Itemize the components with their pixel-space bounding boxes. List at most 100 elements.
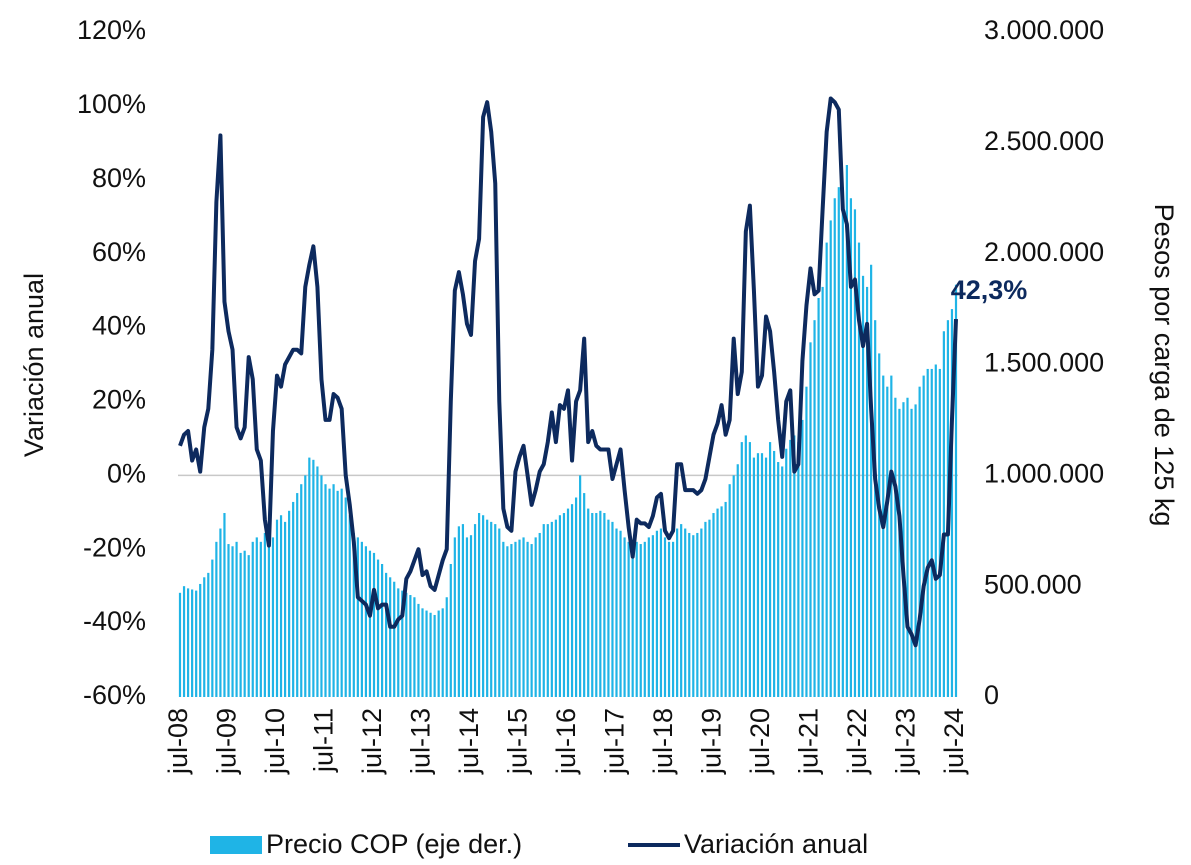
bar [918,386,921,697]
bar [865,286,869,697]
y2-tick-label: 3.000.000 [984,15,1104,45]
bar [263,532,266,697]
bar [510,544,513,697]
bar [934,364,937,697]
bar [720,506,723,697]
y2-axis-title: Pesos por carga de 125 kg [1149,204,1179,527]
y2-tick-label: 1.000.000 [984,458,1104,488]
bar [700,528,703,697]
bar [659,528,663,697]
bar [312,459,315,697]
bar [894,397,897,697]
bar [328,488,331,697]
bar [914,404,917,697]
x-tick-label: jul-12 [357,708,387,775]
x-tick-label: jul-17 [600,708,630,775]
bar [393,581,396,697]
y2-tick-label: 500.000 [984,569,1082,599]
bar [821,286,824,697]
bar [300,484,303,697]
bar [619,530,622,697]
bar [930,368,933,697]
bar [716,508,719,697]
bar [235,541,238,697]
bar [207,572,210,697]
bar [469,535,473,697]
legend-swatch [210,836,262,854]
bar [182,586,186,697]
bar [797,442,800,697]
bar [890,375,893,697]
bar [829,220,832,697]
bar [191,589,194,697]
bar [732,475,735,697]
bar [789,439,792,697]
y-tick-label: 120% [77,15,146,45]
bar [906,397,909,697]
bar [853,209,857,698]
bar [607,519,610,697]
bar [376,559,380,697]
bar [215,541,218,697]
bar [841,187,844,697]
bar [203,577,206,697]
bar [680,524,683,697]
bar [494,524,497,697]
bar [461,524,465,697]
bar [405,592,408,697]
bar [756,453,760,697]
bar [579,475,582,697]
bar [950,309,954,697]
bar [760,453,764,697]
bar [574,497,578,697]
x-tick-label: jul-18 [648,708,678,775]
bar [623,537,626,697]
bar [781,466,784,697]
x-tick-label: jul-14 [454,708,484,775]
bar [255,537,258,697]
bar [292,501,295,697]
bar [809,342,812,697]
bar [522,537,525,697]
bar [886,386,889,697]
bar [360,541,363,697]
bar [389,577,392,697]
x-tick-label: jul-13 [406,708,436,775]
bar [336,490,339,697]
bar [676,528,679,697]
bar [546,524,549,697]
y-axis-title: Variación anual [19,273,49,457]
bar [186,588,190,697]
bar [857,242,861,698]
x-tick-label: jul-23 [891,708,921,775]
bar [195,590,198,697]
bar [801,419,804,697]
bar [340,488,343,697]
y-tick-label: -40% [83,606,146,636]
x-tick-label: jul-15 [503,708,533,775]
y-tick-label: -60% [83,680,146,710]
y2-tick-label: 1.500.000 [984,348,1104,378]
bar [696,532,699,697]
bar [724,501,727,697]
bar [267,537,271,697]
bar [926,368,929,697]
bar [211,559,214,697]
bar [938,368,941,697]
bar [728,484,731,697]
bar [364,546,368,697]
bar [655,530,659,697]
bar [813,320,816,697]
bar [805,386,808,697]
bar [667,541,671,697]
bar [692,535,695,697]
y-tick-label: 80% [92,163,146,193]
bar [275,519,279,697]
bar [910,408,913,697]
bar [441,608,444,697]
bar [308,457,311,697]
bar [768,442,772,697]
bar [304,475,307,697]
bar [562,513,566,697]
